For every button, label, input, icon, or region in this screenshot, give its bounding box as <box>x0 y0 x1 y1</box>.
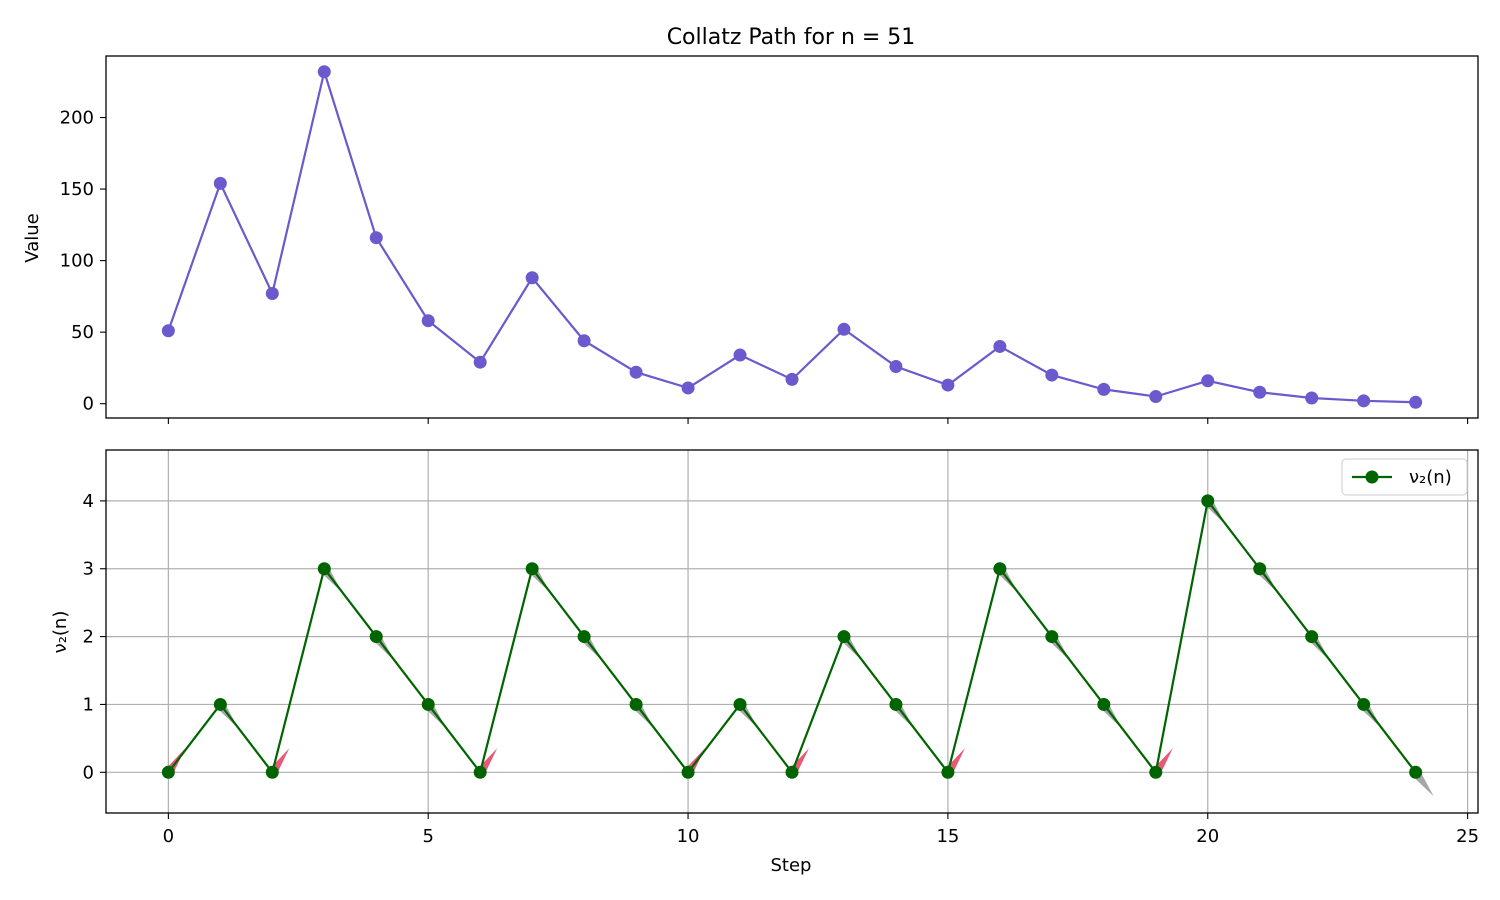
legend: ν₂(n) <box>1341 458 1468 496</box>
valuation-point <box>265 765 279 779</box>
valuation-point <box>785 765 799 779</box>
value-point <box>213 176 227 190</box>
value-point <box>525 271 539 285</box>
valuation-y-tick-label: 4 <box>83 491 94 512</box>
valuation-series-points <box>161 494 1423 779</box>
valuation-point <box>369 630 383 644</box>
value-point <box>1201 374 1215 388</box>
value-y-tick-label: 50 <box>71 322 94 343</box>
valuation-point <box>577 630 591 644</box>
valuation-point <box>629 697 643 711</box>
legend-label: ν₂(n) <box>1409 467 1452 488</box>
legend-box <box>1341 458 1468 496</box>
value-y-tick-label: 100 <box>60 251 94 272</box>
value-axis-ticks: 0 50 100 150 200 <box>60 108 1469 424</box>
value-point <box>629 365 643 379</box>
valuation-grid <box>106 450 1478 813</box>
valuation-point <box>1409 765 1423 779</box>
valuation-point <box>213 697 227 711</box>
valuation-point <box>941 765 955 779</box>
value-point <box>993 339 1007 353</box>
value-point <box>1097 382 1111 396</box>
valuation-point <box>1097 697 1111 711</box>
value-point <box>161 324 175 338</box>
valuation-y-tick-label: 1 <box>83 694 94 715</box>
value-point <box>1305 391 1319 405</box>
value-point <box>369 231 383 245</box>
value-series-line <box>167 67 1416 404</box>
value-point <box>265 287 279 301</box>
valuation-y-tick-label: 0 <box>83 762 94 783</box>
value-point <box>421 314 435 328</box>
valuation-point <box>993 562 1007 576</box>
value-point <box>681 381 695 395</box>
value-point <box>1253 385 1267 399</box>
valuation-point <box>317 562 331 576</box>
valuation-x-tick-label: 15 <box>936 826 959 847</box>
value-point <box>785 372 799 386</box>
value-point <box>1045 368 1059 382</box>
value-point <box>837 322 851 336</box>
value-point <box>1149 390 1163 404</box>
value-point <box>1357 394 1371 408</box>
value-point <box>889 359 903 373</box>
valuation-point <box>1045 630 1059 644</box>
valuation-plot-frame <box>105 449 1479 814</box>
value-panel: Collatz Path for n = 51 Value 0 50 100 150 2… <box>22 25 1479 424</box>
valuation-point <box>421 697 435 711</box>
value-y-tick-label: 150 <box>60 179 94 200</box>
valuation-axis-ticks: 0 1 2 3 4 0 5 10 15 20 25 <box>83 491 1480 847</box>
y-axis-label-value: Value <box>22 213 43 262</box>
valuation-point <box>733 697 747 711</box>
valuation-x-tick-label: 10 <box>677 826 700 847</box>
x-axis-label-step: Step <box>771 855 812 876</box>
valuation-x-tick-label: 25 <box>1456 826 1479 847</box>
valuation-point <box>525 562 539 576</box>
value-point <box>1409 395 1423 409</box>
valuation-point <box>1357 697 1371 711</box>
value-point <box>941 378 955 392</box>
valuation-x-tick-label: 5 <box>422 826 433 847</box>
value-y-tick-label: 0 <box>83 394 94 415</box>
valuation-point <box>1149 765 1163 779</box>
value-plot-frame <box>105 55 1479 419</box>
valuation-point <box>1201 494 1215 508</box>
value-point <box>317 65 331 79</box>
valuation-point <box>161 765 175 779</box>
valuation-point <box>473 765 487 779</box>
chart-title: Collatz Path for n = 51 <box>667 25 916 50</box>
valuation-panel: ν₂(n) Step 0 1 2 3 4 0 5 10 15 20 25 ν₂(n) <box>50 449 1480 876</box>
valuation-point <box>1253 562 1267 576</box>
value-point <box>733 348 747 362</box>
valuation-point <box>681 765 695 779</box>
valuation-point <box>1305 630 1319 644</box>
value-point <box>577 334 591 348</box>
valuation-point <box>889 697 903 711</box>
valuation-y-tick-label: 3 <box>83 559 94 580</box>
value-point <box>473 355 487 369</box>
value-y-tick-label: 200 <box>60 108 94 129</box>
valuation-point <box>837 630 851 644</box>
valuation-y-tick-label: 2 <box>83 627 94 648</box>
legend-marker-swatch <box>1365 470 1379 484</box>
value-series-points <box>161 65 1423 409</box>
valuation-x-tick-label: 20 <box>1196 826 1219 847</box>
valuation-x-tick-label: 0 <box>163 826 174 847</box>
y-axis-label-valuation: ν₂(n) <box>50 611 71 654</box>
